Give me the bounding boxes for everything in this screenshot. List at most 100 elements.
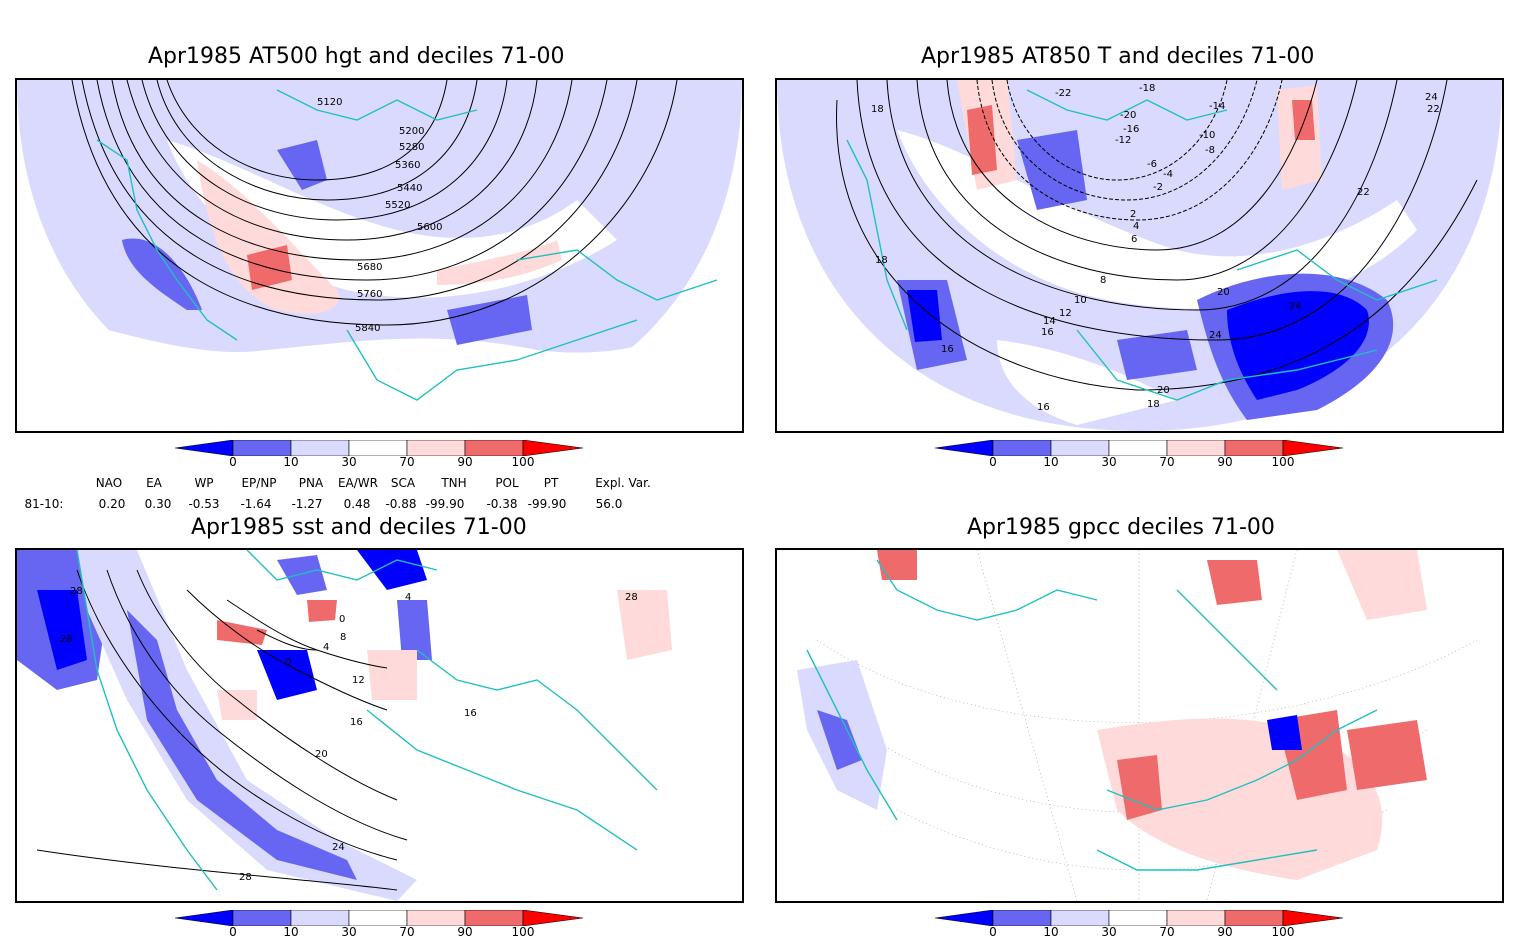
map-gpcc <box>775 548 1504 903</box>
index-value: -0.53 <box>188 497 220 511</box>
colorbar-swatch <box>174 439 234 457</box>
index-value: -0.38 <box>486 497 518 511</box>
colorbar-t850: 0 10 30 70 90 100 <box>934 439 1345 472</box>
colorbar-swatch <box>1166 909 1226 927</box>
anomaly-lightblue-region <box>77 550 417 901</box>
panel-title-t850: Apr1985 AT850 T and deciles 71-00 <box>921 44 1315 69</box>
colorbar-sst: 0 10 30 70 90 100 <box>174 909 585 940</box>
map-gpcc-canvas <box>797 550 1478 901</box>
colorbar-swatch <box>992 439 1052 457</box>
colorbar-tick: 0 <box>989 455 997 469</box>
anomaly-red-region <box>1117 755 1162 820</box>
index-header: WP <box>194 476 214 490</box>
colorbar-swatch <box>522 909 584 927</box>
colorbar-gpcc-bar <box>934 909 1344 927</box>
anomaly-red-region <box>1292 100 1315 140</box>
index-value: 0.20 <box>98 497 126 511</box>
index-row-label: 81-10: <box>24 497 64 511</box>
colorbar-tick: 0 <box>989 925 997 939</box>
colorbar-sst-bar <box>174 909 584 927</box>
anomaly-blue-region <box>357 550 427 590</box>
coastlines <box>846 89 1438 401</box>
colorbar-swatch <box>464 439 524 457</box>
colorbar-swatch <box>290 439 350 457</box>
colorbar-tick: 90 <box>1217 925 1233 939</box>
colorbar-swatch <box>934 909 994 927</box>
index-value: -99.90 <box>425 497 465 511</box>
colorbar-swatch <box>1166 439 1226 457</box>
map-sst: 28 28 0 4 8 12 16 16 20 24 28 28 0 4 <box>15 548 744 903</box>
colorbar-swatch <box>232 909 292 927</box>
colorbar-tick: 100 <box>1271 925 1295 939</box>
anomaly-blue-region <box>817 710 862 770</box>
colorbar-tick: 10 <box>1043 455 1059 469</box>
anomaly-blue-region <box>1017 130 1087 210</box>
index-header: EA/WR <box>337 476 379 490</box>
height-contours <box>71 80 678 326</box>
teleconnection-index-table: NAO EA WP EP/NP PNA EA/WR SCA TNH POL PT… <box>0 474 700 514</box>
colorbar-tick: 30 <box>341 925 357 939</box>
colorbar-swatch <box>992 909 1052 927</box>
coastlines <box>96 89 718 401</box>
anomaly-pink-region <box>367 650 417 700</box>
colorbar-swatch <box>1108 909 1168 927</box>
anomaly-pink-region <box>437 240 562 285</box>
index-header: Expl. Var. <box>595 476 651 490</box>
colorbar-swatch <box>348 909 408 927</box>
anomaly-pink-region <box>617 590 672 660</box>
index-value: -99.90 <box>527 497 567 511</box>
index-header: NAO <box>95 476 123 490</box>
colorbar-t850-bar <box>934 439 1344 457</box>
colorbar-swatch <box>406 439 466 457</box>
colorbar-tick: 90 <box>457 925 473 939</box>
colorbar-tick: 30 <box>1101 925 1117 939</box>
anomaly-blue-region <box>397 600 432 660</box>
colorbar-tick: 70 <box>399 925 415 939</box>
index-header: PT <box>543 476 559 490</box>
anomaly-blue-region <box>257 650 317 700</box>
index-value: 56.0 <box>595 497 623 511</box>
colorbar-tick: 0 <box>229 925 237 939</box>
colorbar-swatch <box>1224 909 1284 927</box>
colorbar-swatch <box>1224 439 1284 457</box>
index-header: PNA <box>298 476 324 490</box>
colorbar-swatch <box>522 439 584 457</box>
colorbar-swatch <box>464 909 524 927</box>
colorbar-swatch <box>348 439 408 457</box>
colorbar-swatch <box>934 439 994 457</box>
anomaly-red-region <box>247 245 292 290</box>
index-header: EA <box>146 476 162 490</box>
colorbar-tick: 90 <box>457 455 473 469</box>
colorbar-swatch <box>1050 439 1110 457</box>
colorbar-hgt-bar <box>174 439 584 457</box>
coastlines <box>806 559 1378 871</box>
map-t850: -22 -20 -18 -16 -14 -12 -10 -8 -6 -4 -2 … <box>775 78 1504 433</box>
anomaly-blue-region <box>447 295 532 345</box>
anomaly-pink-region <box>1337 550 1427 620</box>
anomaly-blue-region <box>277 140 327 190</box>
colorbar-tick: 10 <box>1043 925 1059 939</box>
anomaly-red-region <box>877 550 917 580</box>
colorbar-swatch <box>1282 909 1344 927</box>
map-hgt: 5120 5200 5280 5360 5440 5520 5600 5680 … <box>15 78 744 433</box>
index-header: TNH <box>441 476 467 490</box>
colorbar-swatch <box>1050 909 1110 927</box>
colorbar-tick: 10 <box>283 455 299 469</box>
anomaly-red-region <box>1207 560 1262 605</box>
panel-title-hgt: Apr1985 AT500 hgt and deciles 71-00 <box>148 44 565 69</box>
anomaly-blue-region <box>37 590 87 670</box>
anomaly-blue-region <box>1117 330 1197 380</box>
colorbar-swatch <box>406 909 466 927</box>
colorbar-tick: 100 <box>1271 455 1295 469</box>
anomaly-blue-region <box>277 555 327 595</box>
anomaly-pink-region <box>217 690 257 720</box>
anomaly-red-region <box>967 105 997 175</box>
colorbar-tick: 70 <box>399 455 415 469</box>
map-sst-canvas <box>17 550 672 901</box>
colorbar-tick: 10 <box>283 925 299 939</box>
index-value: 0.48 <box>343 497 371 511</box>
map-t850-canvas <box>777 80 1502 431</box>
colorbar-tick: 30 <box>341 455 357 469</box>
index-value: -1.27 <box>291 497 323 511</box>
panel-title-gpcc: Apr1985 gpcc deciles 71-00 <box>967 515 1275 540</box>
